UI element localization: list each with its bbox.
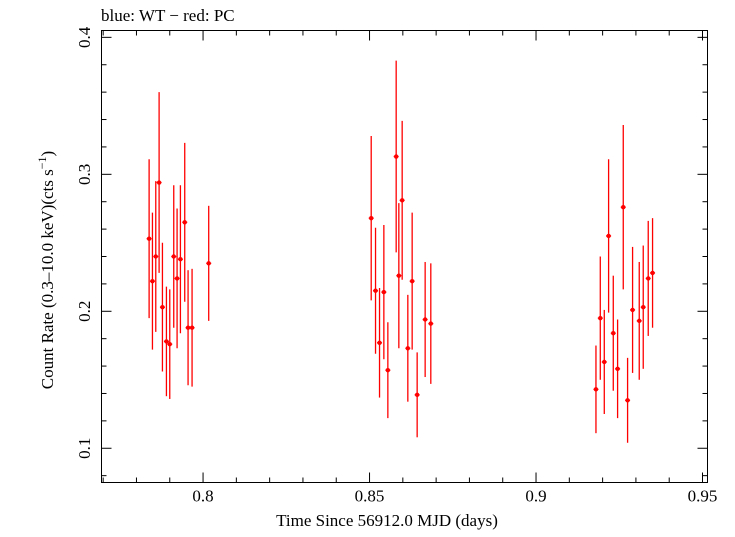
y-tick-label: 0.1 [75, 438, 94, 459]
data-point [428, 321, 434, 326]
data-point [373, 288, 378, 293]
data-point [369, 215, 374, 221]
data-point [593, 387, 599, 392]
data-point [393, 154, 399, 159]
data-point [174, 276, 180, 281]
data-point [621, 204, 626, 210]
data-point [206, 261, 211, 266]
data-point [646, 276, 651, 281]
y-axis-label-close: ) [38, 151, 57, 157]
y-axis-label: Count Rate (0.3–10.0 keV)(cts s−1) [35, 151, 57, 389]
data-point [630, 307, 635, 313]
data-point [189, 325, 195, 330]
y-tick-label: 0.4 [75, 26, 94, 48]
data-point [625, 398, 630, 403]
data-point [602, 359, 607, 365]
chart-title: blue: WT − red: PC [101, 6, 235, 25]
data-point [171, 254, 176, 259]
data-point [150, 278, 155, 284]
data-point [606, 233, 611, 239]
x-axis-label: Time Since 56912.0 MJD (days) [276, 511, 498, 530]
data-point [185, 325, 191, 330]
plot-frame [101, 30, 708, 483]
x-tick-label: 0.95 [688, 487, 718, 506]
x-tick-label: 0.9 [525, 487, 546, 506]
y-axis-label-exponent: −1 [35, 156, 49, 169]
y-tick-label: 0.3 [75, 164, 94, 185]
x-tick-label: 0.85 [355, 487, 385, 506]
data-points [146, 60, 656, 443]
data-point [598, 315, 603, 321]
y-axis-ticks: 0.1 0.2 0.3 0.4 [75, 26, 708, 477]
data-point [377, 340, 382, 345]
data-point [405, 346, 411, 351]
data-point [164, 339, 169, 344]
data-point [650, 270, 655, 276]
data-point [641, 304, 646, 310]
data-point [637, 318, 642, 324]
data-point [381, 289, 387, 295]
data-point [422, 317, 428, 322]
y-axis-label-main: Count Rate (0.3–10.0 keV)(cts s [38, 169, 57, 389]
data-point [399, 198, 405, 203]
y-tick-label: 0.2 [75, 301, 94, 322]
data-point [146, 236, 152, 241]
data-point [178, 257, 183, 262]
data-point [153, 254, 158, 259]
data-point [160, 304, 165, 310]
data-point [182, 220, 187, 225]
data-point [611, 331, 616, 336]
data-point [615, 366, 620, 372]
data-point [396, 273, 402, 278]
data-point [385, 367, 391, 373]
data-point [167, 341, 172, 347]
data-point [409, 278, 415, 284]
x-axis-ticks: 0.8 0.85 0.9 0.95 [102, 30, 718, 506]
data-point [156, 180, 162, 185]
x-tick-label: 0.8 [192, 487, 213, 506]
data-point [414, 392, 420, 398]
